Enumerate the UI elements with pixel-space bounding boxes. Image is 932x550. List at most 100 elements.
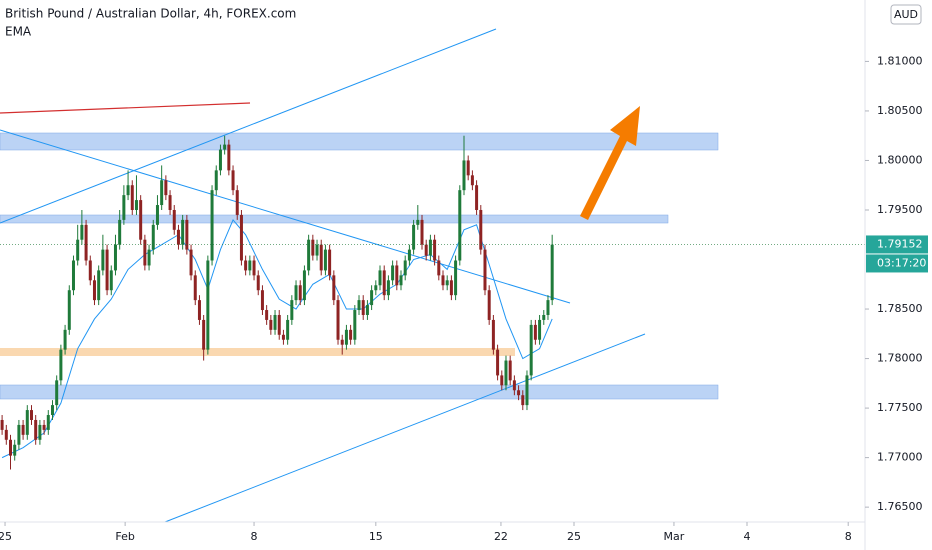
candle-body bbox=[542, 314, 546, 320]
candle-body bbox=[101, 249, 105, 271]
candle-body bbox=[113, 244, 117, 271]
candle-body bbox=[412, 224, 416, 250]
candle-body bbox=[67, 290, 71, 330]
candle-body bbox=[311, 239, 315, 256]
candle-body bbox=[454, 260, 458, 296]
candle-body bbox=[370, 290, 374, 306]
candle-body bbox=[470, 175, 474, 186]
candle-body bbox=[4, 429, 8, 440]
candle-body bbox=[307, 239, 311, 271]
candle-body bbox=[97, 270, 101, 301]
trend-line bbox=[164, 333, 646, 523]
countdown-box bbox=[866, 254, 928, 273]
candle-body bbox=[122, 195, 126, 220]
candle-body bbox=[349, 329, 353, 340]
candle-body bbox=[71, 260, 75, 291]
candle-body bbox=[428, 239, 432, 256]
candle-body bbox=[88, 260, 92, 281]
candle-body bbox=[130, 185, 134, 210]
candle-body bbox=[76, 239, 80, 261]
candle-body bbox=[92, 280, 96, 301]
candle-body bbox=[80, 224, 84, 240]
y-tick-label: 1.78500 bbox=[877, 302, 923, 315]
candle-body bbox=[512, 380, 516, 391]
candle-body bbox=[55, 380, 59, 406]
x-tick-label: 25 bbox=[567, 530, 581, 543]
candle-body bbox=[319, 244, 323, 271]
candle-body bbox=[181, 219, 185, 245]
candle-body bbox=[59, 349, 63, 381]
x-tick-label: Feb bbox=[115, 530, 134, 543]
currency-button[interactable] bbox=[890, 4, 922, 25]
y-tick-label: 1.79500 bbox=[877, 203, 923, 216]
candle-body bbox=[193, 275, 197, 301]
candle-body bbox=[475, 185, 479, 210]
candle-body bbox=[458, 190, 462, 261]
candle-body bbox=[508, 360, 512, 381]
candle-body bbox=[147, 249, 151, 266]
drawings bbox=[0, 28, 719, 523]
candle-body bbox=[340, 339, 344, 345]
y-tick-label: 1.77000 bbox=[877, 451, 923, 464]
candle-body bbox=[407, 249, 411, 261]
candle-body bbox=[424, 244, 428, 256]
candle-body bbox=[298, 285, 302, 301]
candle-body bbox=[462, 160, 466, 191]
candle-body bbox=[42, 424, 46, 430]
support-zone bbox=[0, 348, 515, 356]
candle-body bbox=[231, 170, 235, 191]
candle-body bbox=[281, 334, 285, 340]
candle-body bbox=[160, 180, 164, 206]
candle-body bbox=[235, 190, 239, 215]
currency[interactable]: AUD bbox=[894, 8, 918, 21]
candle-body bbox=[344, 329, 348, 345]
candle-body bbox=[248, 260, 252, 271]
candle-body bbox=[244, 260, 248, 271]
candle-body bbox=[172, 209, 176, 230]
candle-body bbox=[185, 219, 189, 250]
candle-body bbox=[386, 280, 390, 296]
candle-body bbox=[189, 249, 193, 276]
candle-body bbox=[420, 219, 424, 245]
candle-body bbox=[332, 275, 336, 301]
y-tick-label: 1.76500 bbox=[877, 500, 923, 513]
candle-body bbox=[399, 275, 403, 286]
candle-body bbox=[139, 200, 143, 240]
candle-body bbox=[483, 249, 487, 291]
x-tick-label: 15 bbox=[369, 530, 383, 543]
candle-body bbox=[17, 424, 21, 445]
y-tick-label: 1.77500 bbox=[877, 401, 923, 414]
candle-body bbox=[260, 290, 264, 311]
candle-body bbox=[529, 324, 533, 376]
candle-body bbox=[84, 224, 88, 261]
support-zone bbox=[0, 384, 719, 400]
candle-body bbox=[328, 249, 332, 276]
candle-body bbox=[336, 300, 340, 340]
candle-body bbox=[538, 319, 542, 340]
countdown: 03:17:20 bbox=[877, 256, 926, 269]
candle-body bbox=[357, 300, 361, 311]
candle-body bbox=[134, 200, 138, 210]
resistance-zone bbox=[0, 214, 669, 224]
plot bbox=[0, 135, 865, 470]
chart-title: British Pound / Australian Dollar, 4h, F… bbox=[5, 7, 296, 21]
x-tick-label: 8 bbox=[251, 530, 258, 543]
trend-line bbox=[0, 102, 251, 114]
candle-body bbox=[21, 424, 25, 435]
candle-body bbox=[315, 244, 319, 256]
candle-body bbox=[416, 219, 420, 225]
candle-body bbox=[353, 310, 357, 340]
candle-body bbox=[546, 300, 550, 315]
candle-body bbox=[391, 265, 395, 281]
candle-body bbox=[437, 260, 441, 276]
candle-body bbox=[223, 144, 227, 150]
candle-body bbox=[382, 270, 386, 296]
candle-body bbox=[496, 349, 500, 376]
candle-body bbox=[273, 314, 277, 330]
last-price-label: 1.79152 bbox=[877, 237, 923, 250]
y-tick-label: 1.78000 bbox=[877, 352, 923, 365]
candle-body bbox=[151, 224, 155, 250]
candle-body bbox=[214, 170, 218, 191]
candle-body bbox=[517, 390, 521, 396]
trend-line bbox=[0, 129, 571, 304]
